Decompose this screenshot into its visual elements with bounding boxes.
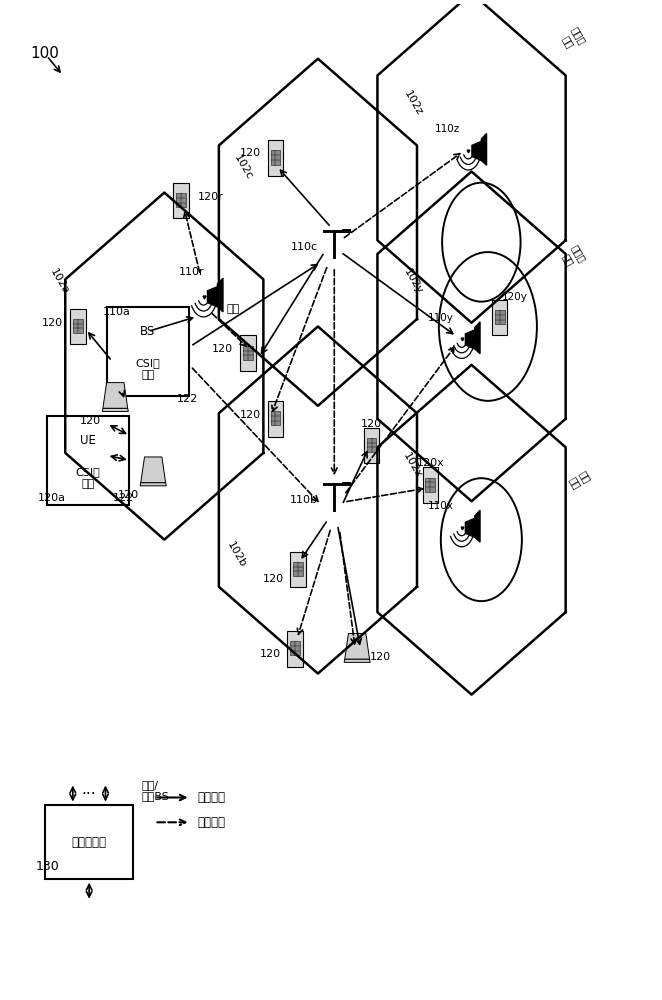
Polygon shape (465, 330, 475, 349)
Bar (73, 319, 83, 333)
Text: 120r: 120r (198, 192, 223, 202)
Text: 微微
小区: 微微 小区 (567, 469, 592, 491)
Text: 120: 120 (42, 318, 63, 328)
Text: 100: 100 (30, 46, 59, 61)
Text: 110b: 110b (290, 495, 318, 505)
Bar (426, 478, 435, 492)
Polygon shape (465, 518, 475, 537)
Text: 102z: 102z (402, 89, 424, 118)
Text: 102y: 102y (401, 267, 424, 296)
Text: 120a: 120a (38, 493, 66, 503)
FancyBboxPatch shape (492, 300, 508, 335)
Polygon shape (475, 510, 480, 542)
Text: 120: 120 (263, 574, 284, 584)
Polygon shape (344, 659, 370, 662)
Text: ···: ··· (82, 787, 97, 802)
Bar (495, 310, 504, 324)
Text: 中继: 中继 (226, 304, 240, 314)
Polygon shape (103, 383, 128, 408)
FancyBboxPatch shape (70, 309, 86, 344)
Text: 期望传输: 期望传输 (197, 791, 225, 804)
Text: 102c: 102c (232, 153, 254, 182)
Polygon shape (475, 322, 480, 354)
Text: 120: 120 (212, 344, 233, 354)
Bar (107, 307, 189, 396)
Polygon shape (472, 141, 481, 160)
Text: 110z: 110z (435, 124, 461, 134)
Text: 120: 120 (370, 652, 391, 662)
FancyBboxPatch shape (363, 428, 379, 463)
FancyBboxPatch shape (173, 183, 189, 218)
Text: 110a: 110a (103, 307, 131, 317)
FancyBboxPatch shape (422, 467, 438, 503)
Text: CSI处
理器: CSI处 理器 (75, 467, 100, 489)
Bar (290, 641, 300, 655)
FancyBboxPatch shape (267, 401, 283, 437)
Bar (243, 346, 253, 360)
Bar (367, 438, 377, 452)
Polygon shape (140, 483, 166, 486)
Bar (176, 193, 185, 207)
Text: 120: 120 (240, 410, 261, 420)
Text: 120: 120 (260, 649, 281, 659)
Text: 110y: 110y (428, 313, 454, 323)
Text: 122: 122 (113, 493, 134, 503)
Text: 130: 130 (36, 860, 60, 873)
Polygon shape (102, 408, 128, 411)
Text: 去往/
来自BS: 去往/ 来自BS (142, 780, 169, 801)
Text: 122: 122 (177, 394, 198, 404)
Text: UE: UE (80, 434, 96, 447)
Bar (45, 805, 133, 879)
Bar (293, 562, 303, 576)
Text: 网络控制器: 网络控制器 (71, 836, 107, 849)
Text: 102a: 102a (48, 267, 71, 296)
Text: 120: 120 (361, 419, 382, 429)
Text: CSI处
理器: CSI处 理器 (136, 358, 160, 380)
Polygon shape (141, 457, 166, 483)
Text: 120y: 120y (502, 292, 528, 302)
FancyBboxPatch shape (240, 335, 256, 371)
Text: 120: 120 (118, 490, 139, 500)
Text: BS: BS (140, 325, 156, 338)
Polygon shape (217, 278, 223, 312)
Bar (47, 416, 128, 505)
Text: 120x: 120x (416, 458, 444, 468)
Text: 110x: 110x (428, 501, 454, 511)
Polygon shape (207, 287, 217, 307)
FancyBboxPatch shape (287, 631, 303, 667)
Text: 毫微微
小区: 毫微微 小区 (559, 25, 587, 52)
Text: 102x: 102x (401, 451, 424, 480)
Bar (271, 411, 280, 425)
Text: 110r: 110r (179, 267, 205, 277)
Polygon shape (481, 133, 487, 165)
Text: 毫微微
小区: 毫微微 小区 (559, 244, 587, 271)
Text: 102b: 102b (225, 540, 248, 569)
Polygon shape (345, 633, 369, 659)
FancyBboxPatch shape (291, 552, 306, 587)
FancyBboxPatch shape (267, 140, 283, 176)
Text: 110c: 110c (291, 242, 318, 252)
Text: 120: 120 (240, 148, 261, 158)
Text: 120: 120 (80, 416, 101, 426)
Text: 干扰传输: 干扰传输 (197, 816, 225, 829)
Bar (271, 150, 280, 165)
